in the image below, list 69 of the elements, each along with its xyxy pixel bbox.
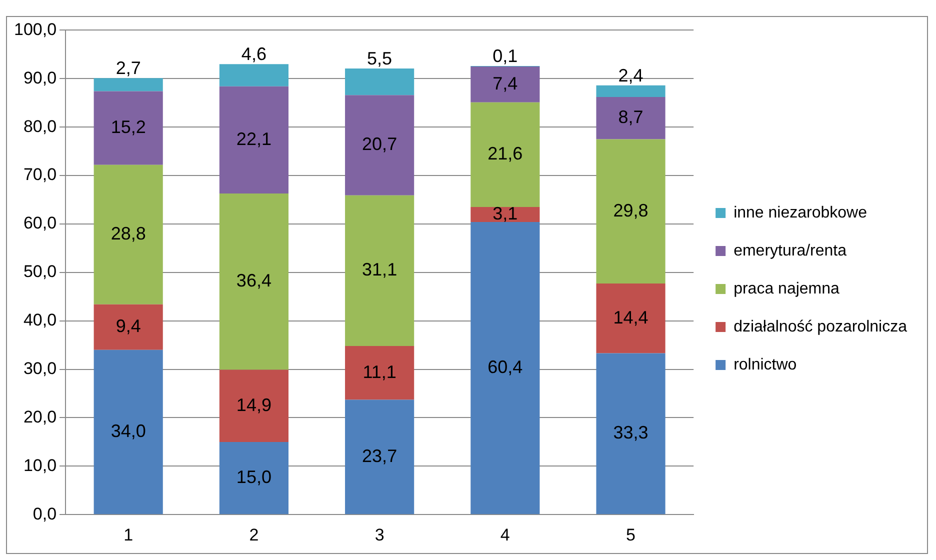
data-label: 31,1 xyxy=(362,260,398,280)
bar xyxy=(345,400,414,514)
data-label: 14,9 xyxy=(236,394,272,415)
data-label: 20,7 xyxy=(362,134,398,154)
data-label: 5,5 xyxy=(367,48,392,68)
y-tick-label: 0,0 xyxy=(32,504,57,524)
y-tick-label: 70,0 xyxy=(23,165,57,184)
data-label: 2,7 xyxy=(116,58,141,78)
bar xyxy=(219,86,288,194)
y-tick-label: 80,0 xyxy=(23,116,57,136)
bar xyxy=(94,304,163,350)
data-label: 23,7 xyxy=(362,446,398,466)
data-label: 3,1 xyxy=(492,203,518,224)
data-label: 29,8 xyxy=(613,200,648,220)
bar xyxy=(345,195,414,346)
y-tick-label: 30,0 xyxy=(23,358,57,378)
bar xyxy=(596,353,666,514)
bar xyxy=(596,139,666,284)
bar xyxy=(470,66,540,102)
y-tick-label: 40,0 xyxy=(23,310,57,330)
bar xyxy=(219,370,288,442)
bar xyxy=(470,222,540,514)
bar xyxy=(345,346,414,400)
legend-label: działalność pozarolnicza xyxy=(734,318,908,336)
y-tick-label: 20,0 xyxy=(23,407,57,426)
y-tick-label: 100,0 xyxy=(14,20,57,39)
data-label: 60,4 xyxy=(488,357,523,378)
data-label: 21,6 xyxy=(488,144,523,164)
data-label: 22,1 xyxy=(236,128,272,149)
bar xyxy=(470,102,540,208)
bar xyxy=(219,64,288,86)
bar xyxy=(345,68,414,96)
bar xyxy=(345,95,414,196)
data-label: 36,4 xyxy=(236,270,272,291)
data-label: 0,1 xyxy=(492,46,518,66)
legend-label: inne niezarobkowe xyxy=(734,204,868,222)
x-tick-label: 5 xyxy=(626,525,636,544)
x-tick-label: 1 xyxy=(124,525,134,544)
data-label: 28,8 xyxy=(110,224,146,244)
data-label: 14,4 xyxy=(613,307,648,328)
data-label: 4,6 xyxy=(241,44,266,64)
x-tick-label: 2 xyxy=(249,525,259,544)
data-label: 8,7 xyxy=(618,107,644,128)
y-tick-label: 90,0 xyxy=(23,68,57,88)
bar xyxy=(596,284,666,354)
data-label: 7,4 xyxy=(492,73,518,94)
bar xyxy=(94,91,163,165)
bar xyxy=(94,350,163,514)
bar xyxy=(219,193,288,370)
legend-label: rolnictwo xyxy=(734,356,797,374)
legend-label: emerytura/renta xyxy=(734,242,847,260)
y-tick-label: 10,0 xyxy=(23,456,57,475)
x-tick-label: 3 xyxy=(374,525,384,544)
data-label: 15,0 xyxy=(236,466,272,487)
x-tick-label: 4 xyxy=(500,525,510,544)
data-label: 9,4 xyxy=(116,316,141,336)
legend-label: praca najemna xyxy=(734,280,840,298)
y-tick-label: 50,0 xyxy=(23,262,57,282)
y-tick-label: 60,0 xyxy=(23,214,57,233)
data-label: 33,3 xyxy=(613,422,648,443)
bar xyxy=(94,164,163,304)
bar xyxy=(94,78,163,92)
bar xyxy=(596,85,666,98)
data-label: 34,0 xyxy=(110,420,146,441)
bar xyxy=(219,442,288,514)
data-label: 2,4 xyxy=(618,65,644,86)
data-label: 15,2 xyxy=(110,117,146,138)
data-label: 11,1 xyxy=(362,362,396,382)
bar xyxy=(596,97,666,140)
